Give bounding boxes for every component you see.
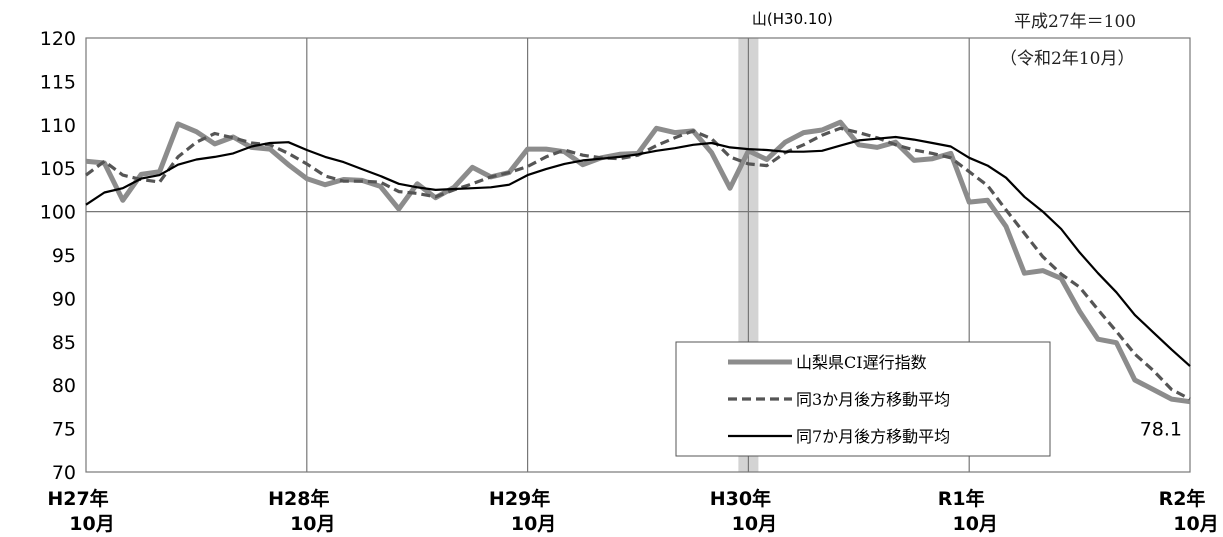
x-tick-label: R2年	[1159, 487, 1206, 510]
x-tick-sublabel: 10月	[952, 513, 997, 535]
y-axis-ticks: 70 75 80 85 90 95 100 105 110 115 120	[40, 28, 76, 484]
y-tick-label: 95	[52, 245, 76, 267]
legend-label-3: 同7か月後方移動平均	[796, 427, 950, 446]
y-tick-label: 105	[40, 158, 76, 180]
plot-frame	[85, 37, 1191, 473]
legend-label-1: 山梨県CI遅行指数	[796, 353, 927, 372]
y-tick-label: 115	[40, 71, 76, 93]
x-tick-label: R1年	[938, 487, 985, 510]
x-tick-sublabel: 10月	[732, 513, 777, 535]
y-tick-label: 100	[40, 202, 76, 224]
x-tick-label: H29年	[489, 487, 550, 510]
y-tick-label: 120	[40, 28, 76, 50]
base-note: 平成27年＝100	[1014, 12, 1136, 32]
series-lines	[85, 119, 1191, 405]
y-tick-label: 70	[52, 462, 76, 484]
series-line-3	[85, 135, 1191, 367]
y-tick-label: 110	[40, 115, 76, 137]
y-tick-label: 75	[52, 419, 76, 441]
x-tick-sublabel: 10月	[1173, 513, 1218, 535]
legend-label-2: 同3か月後方移動平均	[796, 390, 950, 409]
period-note: （令和2年10月）	[1000, 49, 1134, 69]
last-value-label: 78.1	[1140, 419, 1182, 441]
y-tick-label: 80	[52, 375, 76, 397]
x-tick-label: H30年	[710, 487, 771, 510]
y-tick-label: 85	[52, 332, 76, 354]
x-tick-sublabel: 10月	[290, 513, 335, 535]
x-tick-sublabel: 10月	[511, 513, 556, 535]
x-axis-ticks: H27年 10月 H28年 10月 H29年 10月 H30年 10月 R1年 10月 R2年 10月	[47, 487, 1218, 535]
x-tick-sublabel: 10月	[69, 513, 114, 535]
x-tick-label: H28年	[268, 487, 329, 510]
y-tick-label: 90	[52, 288, 76, 310]
peak-label: 山(H30.10)	[752, 10, 833, 28]
x-tick-label: H27年	[47, 487, 108, 510]
